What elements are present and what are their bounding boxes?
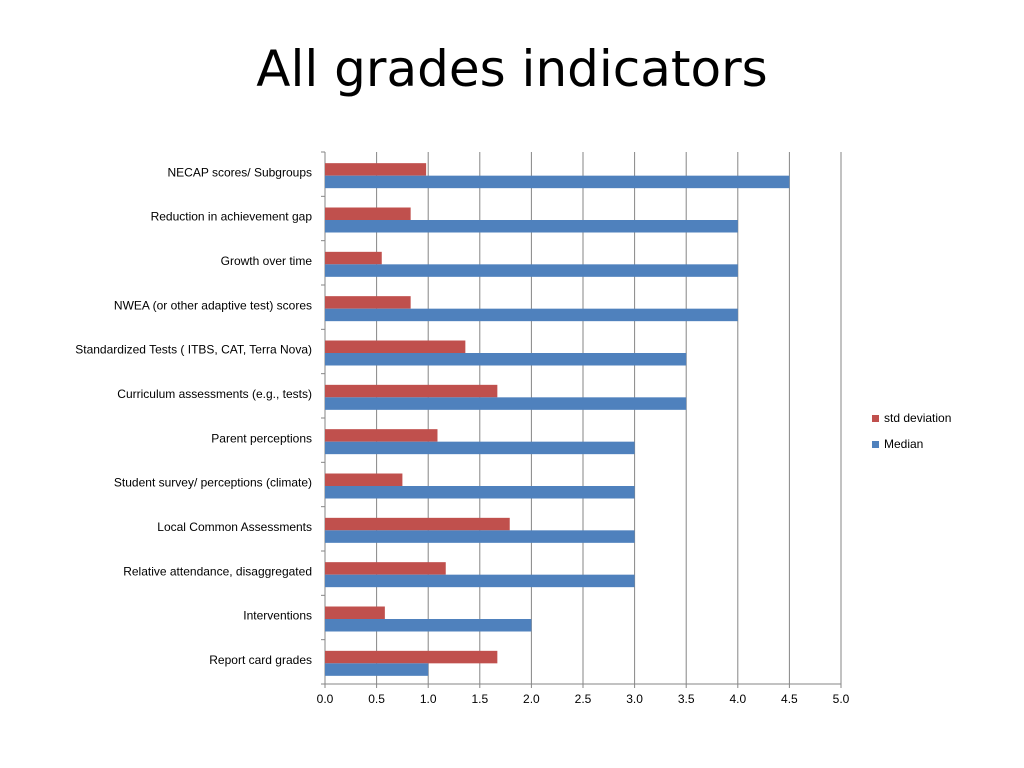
bar-median bbox=[325, 264, 738, 277]
bar-median bbox=[325, 574, 635, 588]
category-label: Local Common Assessments bbox=[157, 520, 312, 534]
bar-std-deviation bbox=[325, 429, 438, 442]
category-label: NECAP scores/ Subgroups bbox=[167, 165, 312, 179]
x-tick-label: 4.0 bbox=[729, 692, 746, 706]
bar-std-deviation bbox=[325, 517, 510, 531]
category-label: Report card grades bbox=[209, 653, 312, 667]
bar-std-deviation bbox=[325, 296, 411, 309]
bar-std-deviation bbox=[325, 340, 466, 353]
bar-std-deviation bbox=[325, 207, 411, 220]
bar-median bbox=[325, 220, 738, 233]
category-label: Parent perceptions bbox=[211, 431, 312, 445]
x-tick-label: 3.0 bbox=[626, 692, 643, 706]
x-tick-label: 2.5 bbox=[575, 692, 592, 706]
bar-median bbox=[325, 397, 687, 410]
x-tick-label: 1.5 bbox=[471, 692, 488, 706]
bar-median bbox=[325, 175, 790, 189]
bar-std-deviation bbox=[325, 650, 498, 664]
bar-std-deviation bbox=[325, 163, 427, 176]
bar-median bbox=[325, 486, 635, 499]
x-tick-label: 5.0 bbox=[833, 692, 850, 706]
category-label: Student survey/ perceptions (climate) bbox=[114, 476, 312, 490]
bar-median bbox=[325, 530, 635, 543]
bar-std-deviation bbox=[325, 473, 403, 486]
x-tick-label: 0.0 bbox=[317, 692, 334, 706]
legend-label-median: Median bbox=[884, 437, 924, 451]
x-tick-label: 0.5 bbox=[368, 692, 385, 706]
x-tick-label: 2.0 bbox=[523, 692, 540, 706]
category-label: Growth over time bbox=[221, 254, 313, 268]
legend-swatch-std-deviation bbox=[872, 414, 879, 422]
bar-median bbox=[325, 441, 635, 455]
legend-item-median: Median bbox=[872, 431, 951, 457]
bar-std-deviation bbox=[325, 606, 385, 619]
category-label: Interventions bbox=[243, 609, 312, 623]
category-label: Standardized Tests ( ITBS, CAT, Terra No… bbox=[75, 343, 312, 357]
category-label: Relative attendance, disaggregated bbox=[123, 564, 312, 578]
bar-median bbox=[325, 619, 532, 632]
category-label: Curriculum assessments (e.g., tests) bbox=[117, 387, 312, 401]
bar-median bbox=[325, 308, 738, 322]
bar-std-deviation bbox=[325, 562, 446, 575]
bar-std-deviation bbox=[325, 384, 498, 398]
bar-median bbox=[325, 663, 429, 676]
x-tick-label: 3.5 bbox=[678, 692, 695, 706]
bar-std-deviation bbox=[325, 251, 382, 265]
category-label: Reduction in achievement gap bbox=[151, 210, 313, 224]
legend-item-std-deviation: std deviation bbox=[872, 405, 951, 431]
x-tick-label: 4.5 bbox=[781, 692, 798, 706]
category-label: NWEA (or other adaptive test) scores bbox=[114, 298, 312, 312]
chart-legend: std deviation Median bbox=[872, 405, 951, 457]
legend-label-std-deviation: std deviation bbox=[884, 411, 952, 425]
slide-title: All grades indicators bbox=[256, 40, 768, 98]
legend-swatch-median bbox=[872, 440, 879, 448]
x-tick-label: 1.0 bbox=[420, 692, 437, 706]
bar-median bbox=[325, 353, 687, 366]
